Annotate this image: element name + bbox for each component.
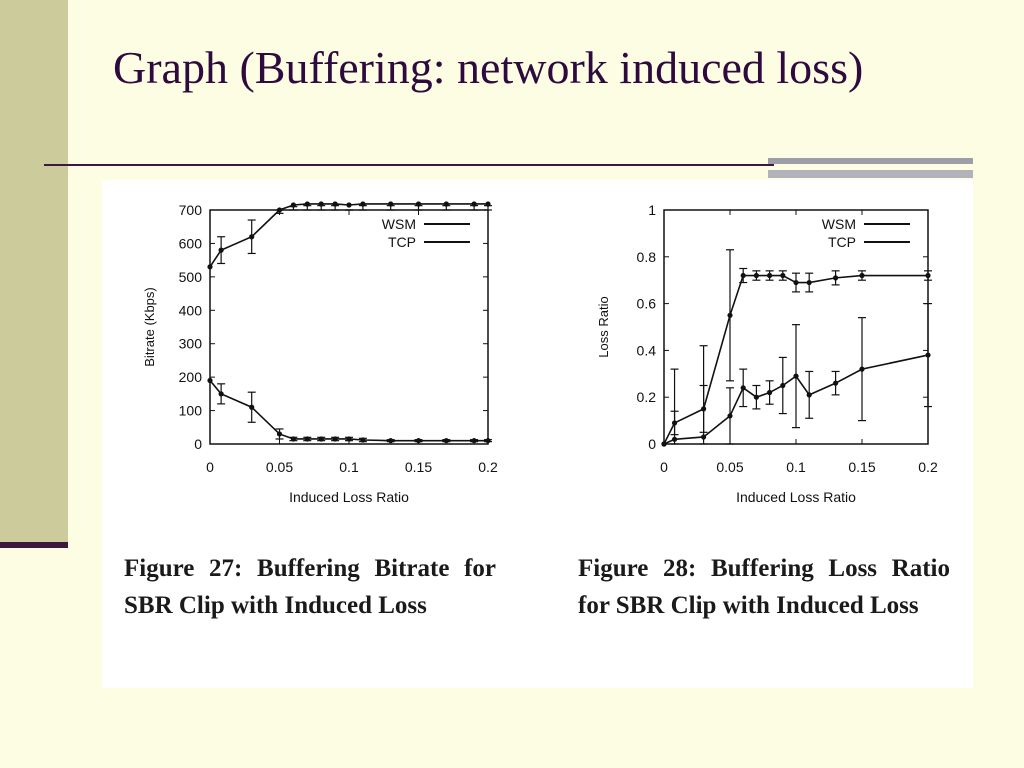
slide-title: Graph (Buffering: network induced loss): [113, 42, 864, 93]
x-axis-label: Induced Loss Ratio: [736, 489, 856, 505]
data-point: [767, 272, 773, 279]
data-point: [415, 201, 422, 207]
data-point: [388, 438, 394, 444]
y-tick-label: 0: [194, 436, 202, 452]
x-tick-label: 0.15: [848, 459, 875, 475]
x-tick-label: 0.05: [716, 459, 743, 475]
y-tick-label: 100: [179, 403, 203, 419]
data-point: [304, 201, 310, 207]
y-tick-label: 500: [179, 269, 203, 285]
data-point: [753, 394, 759, 400]
data-point: [443, 201, 449, 207]
data-point: [485, 201, 491, 207]
data-point: [443, 438, 449, 444]
data-point: [793, 373, 799, 379]
data-point: [276, 207, 283, 213]
y-tick-label: 0.8: [637, 249, 657, 265]
data-point: [207, 264, 213, 270]
data-point: [346, 436, 352, 442]
data-point: [859, 272, 865, 279]
figure-27-caption: Figure 27: Buffering Bitrate for SBR Cli…: [124, 555, 496, 619]
x-axis-label: Induced Loss Ratio: [289, 489, 409, 505]
data-point: [346, 202, 352, 208]
data-point: [207, 377, 213, 384]
y-tick-label: 600: [179, 235, 203, 251]
data-point: [859, 366, 865, 372]
title-divider: [44, 164, 774, 166]
figure-28-caption: Figure 28: Buffering Loss Ratio for SBR …: [578, 555, 950, 619]
data-point: [740, 385, 746, 391]
data-point: [218, 247, 224, 253]
y-tick-label: 200: [179, 369, 203, 385]
data-point: [780, 382, 786, 389]
y-tick-label: 0: [648, 436, 656, 452]
data-point: [218, 391, 224, 397]
data-point: [290, 202, 296, 208]
data-point: [767, 389, 773, 396]
x-tick-label: 0.15: [405, 459, 432, 475]
y-axis-label: Bitrate (Kbps): [142, 287, 157, 366]
data-point: [249, 234, 255, 240]
y-tick-label: 300: [179, 336, 203, 352]
corner-accent-bar-lower: [768, 170, 973, 178]
data-point: [471, 438, 477, 444]
figure-panel: 0 100 200 300 400 500 600 700 0 0.05 0.1 0.15 0.2 Ind…: [102, 180, 973, 688]
data-point: [249, 404, 255, 410]
left-accent-bar: [0, 0, 68, 545]
data-point: [332, 436, 338, 442]
data-point: [360, 437, 366, 443]
data-point: [415, 438, 422, 444]
data-point: [485, 438, 491, 444]
x-tick-label: 0: [206, 459, 214, 475]
x-tick-label: 0.1: [339, 459, 359, 475]
data-point: [925, 352, 931, 358]
data-point: [925, 272, 931, 279]
y-tick-label: 1: [648, 202, 656, 218]
y-tick-label: 0.6: [637, 296, 657, 312]
loss-ratio-chart: 0 0.2 0.4 0.6 0.8 1 0 0.05 0.1 0.15 0.2 Induced Los…: [596, 202, 938, 505]
left-accent-bar-foot: [0, 542, 68, 548]
data-point: [661, 441, 667, 447]
legend-label-tcp: TCP: [388, 234, 416, 250]
y-tick-label: 400: [179, 302, 203, 318]
x-tick-label: 0.2: [478, 459, 498, 475]
data-point: [290, 436, 296, 442]
data-point: [833, 275, 839, 281]
data-point: [318, 201, 324, 207]
x-tick-label: 0: [660, 459, 668, 475]
data-point: [318, 436, 324, 442]
data-point: [727, 312, 733, 318]
x-tick-label: 0.1: [786, 459, 806, 475]
data-point: [740, 272, 746, 279]
y-tick-label: 700: [179, 202, 203, 218]
y-axis-label: Loss Ratio: [596, 296, 611, 357]
data-point: [806, 279, 812, 286]
data-point: [727, 413, 733, 419]
data-point: [780, 272, 786, 279]
data-point: [671, 436, 678, 442]
legend-label-wsm: WSM: [822, 216, 856, 232]
y-tick-label: 0.2: [637, 389, 657, 405]
data-point: [753, 272, 759, 279]
legend-label-tcp: TCP: [828, 234, 856, 250]
data-point: [833, 380, 839, 386]
x-tick-label: 0.2: [918, 459, 938, 475]
data-point: [360, 201, 366, 207]
data-point: [471, 201, 477, 207]
data-point: [304, 436, 310, 442]
data-point: [793, 279, 799, 286]
corner-accent-bar: [768, 158, 973, 164]
data-point: [332, 201, 338, 207]
data-point: [806, 392, 812, 398]
x-tick-label: 0.05: [266, 459, 293, 475]
data-point: [276, 431, 283, 437]
y-tick-label: 0.4: [637, 342, 657, 358]
bitrate-chart: 0 100 200 300 400 500 600 700 0 0.05 0.1 0.15 0.2 Ind…: [142, 201, 498, 505]
data-point: [701, 434, 707, 440]
legend-label-wsm: WSM: [382, 216, 416, 232]
data-point: [388, 201, 394, 207]
